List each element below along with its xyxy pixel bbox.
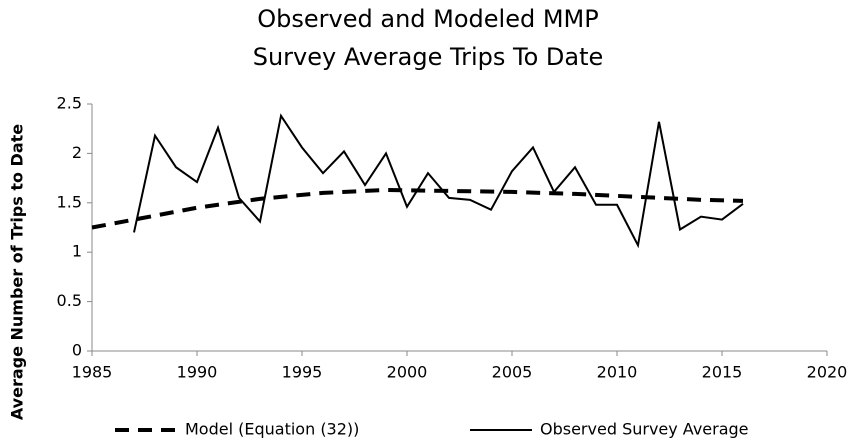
legend-label: Observed Survey Average [540,420,749,439]
x-tick-label: 2010 [597,363,638,382]
y-tick-label: 1 [72,242,82,261]
legend-label: Model (Equation (32)) [185,420,359,439]
y-axis-title: Average Number of Trips to Date [8,124,27,420]
y-tick-label: 1.5 [57,192,82,211]
data-line [91,187,744,230]
data-line [133,113,744,249]
x-tick-label: 2015 [702,363,743,382]
y-tick-label: 2 [72,143,82,162]
x-tick-label: 2000 [387,363,428,382]
x-tick-label: 2020 [807,363,848,382]
chart-subtitle: Survey Average Trips To Date [253,43,604,71]
x-tick-label: 1990 [177,363,218,382]
x-tick-label: 2005 [492,363,533,382]
x-tick-label: 1995 [282,363,323,382]
x-tick-label: 1985 [72,363,113,382]
y-tick-label: 0 [72,341,82,360]
y-tick-label: 2.5 [57,94,82,113]
y-tick-label: 0.5 [57,291,82,310]
chart-title: Observed and Modeled MMP [257,5,598,33]
